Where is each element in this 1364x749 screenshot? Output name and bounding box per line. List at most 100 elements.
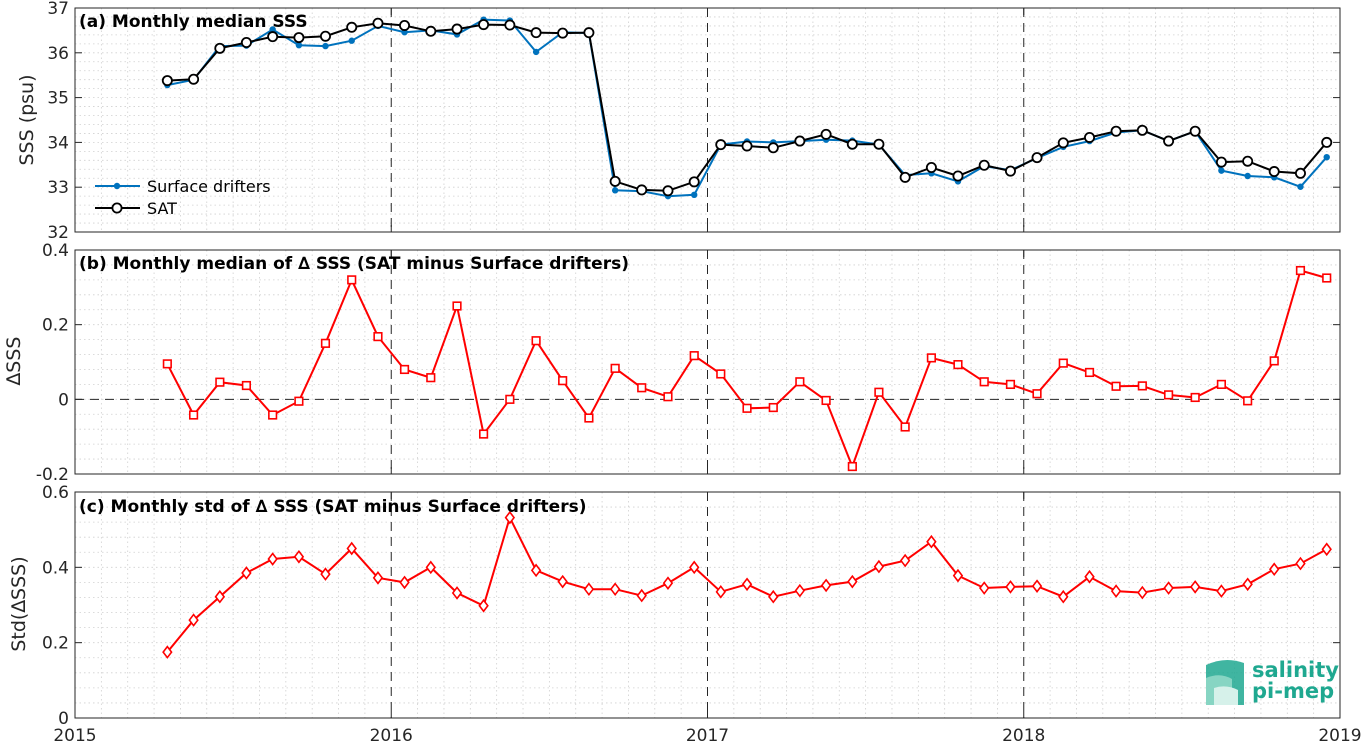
data-point <box>295 41 303 49</box>
logo-line2: pi-mep <box>1252 679 1334 703</box>
data-point <box>1137 381 1147 391</box>
x-tick-label: 2017 <box>686 726 729 745</box>
data-point <box>742 403 752 413</box>
data-point <box>1321 136 1333 148</box>
data-point <box>240 36 252 48</box>
data-point <box>715 139 727 151</box>
data-point <box>1297 183 1304 190</box>
data-point <box>1244 172 1251 180</box>
legend-marker-surface-drifters <box>113 182 121 190</box>
data-point <box>162 359 172 369</box>
data-point <box>689 351 699 361</box>
data-point <box>874 387 884 397</box>
data-point <box>1031 152 1043 164</box>
grid-c <box>75 492 1340 718</box>
data-point <box>1295 556 1306 571</box>
y-tick-label: 33 <box>47 178 69 198</box>
logo-line1: salinity <box>1252 658 1339 682</box>
data-point <box>821 395 831 406</box>
data-point <box>241 566 252 580</box>
data-point <box>504 19 516 31</box>
legend-label-sat: SAT <box>147 199 177 218</box>
data-point <box>1242 155 1254 167</box>
data-point <box>372 571 384 585</box>
data-point <box>1218 167 1225 174</box>
data-point <box>691 191 698 199</box>
series-c-0 <box>162 510 1332 659</box>
data-point <box>504 510 516 525</box>
data-point <box>478 598 489 613</box>
data-point <box>451 23 463 35</box>
panel-c-ylabel: Std(∆SSS) <box>8 556 30 651</box>
data-point <box>399 575 410 590</box>
data-point <box>162 645 173 659</box>
data-point <box>846 138 858 150</box>
panel-a-ylabel: SSS (psu) <box>16 74 38 165</box>
y-tick-label: 37 <box>47 0 69 19</box>
series-a-1 <box>161 17 1333 197</box>
data-point <box>768 402 778 413</box>
data-point <box>768 589 779 604</box>
data-point <box>1032 389 1042 399</box>
data-point <box>716 369 726 379</box>
data-point <box>741 577 753 592</box>
grid-b <box>75 250 1340 474</box>
data-point <box>1268 166 1280 178</box>
data-point <box>346 541 357 556</box>
data-point <box>320 338 331 348</box>
data-point <box>530 563 542 578</box>
data-point <box>399 364 410 375</box>
data-point <box>820 578 832 593</box>
y-tick-label: 0.2 <box>42 316 69 336</box>
data-point <box>1058 589 1069 604</box>
salinity-pi-mep-logo: salinity pi-mep <box>1206 658 1339 705</box>
grid-a <box>75 8 1340 232</box>
panel-a: 32 33 34 35 36 37 <box>47 0 1341 243</box>
data-point <box>188 410 199 420</box>
legend: Surface drifters SAT <box>95 177 271 218</box>
data-point <box>1084 569 1095 584</box>
data-point <box>269 26 276 33</box>
data-point <box>741 140 753 152</box>
data-point <box>1163 390 1174 400</box>
data-point <box>1269 562 1280 577</box>
data-point <box>636 588 647 603</box>
data-point <box>426 373 436 383</box>
data-point <box>609 582 621 596</box>
data-point <box>688 176 700 188</box>
data-point <box>1269 356 1279 366</box>
data-point <box>662 576 674 590</box>
x-tick-label: 2019 <box>1318 726 1361 745</box>
data-point <box>346 21 358 33</box>
data-point <box>847 574 858 589</box>
data-point <box>1110 584 1122 598</box>
data-point <box>161 75 173 87</box>
data-point <box>452 301 462 311</box>
data-point <box>611 187 619 194</box>
data-point <box>320 567 331 581</box>
data-point <box>268 410 278 420</box>
panel-b: -0.2 0 0.2 0.4 <box>36 241 1341 485</box>
data-point <box>926 534 937 549</box>
data-point <box>557 574 568 589</box>
legend-label-surface-drifters: Surface drifters <box>147 177 271 196</box>
data-point <box>478 429 489 439</box>
x-tick-label: 2016 <box>370 726 413 745</box>
y-tick-label: 36 <box>47 44 69 64</box>
data-point <box>952 170 964 182</box>
data-point <box>767 142 779 154</box>
data-point <box>584 413 594 423</box>
panel-b-title: (b) Monthly median of ∆ SSS (SAT minus S… <box>79 254 629 274</box>
data-point <box>1136 124 1148 136</box>
data-point <box>532 48 540 56</box>
data-point <box>399 19 411 31</box>
data-point <box>1004 165 1016 177</box>
panel-a-title: (a) Monthly median SSS <box>79 12 308 32</box>
data-point <box>241 380 252 391</box>
data-point <box>1189 125 1201 137</box>
data-point <box>425 25 437 37</box>
data-point <box>1321 542 1332 557</box>
data-point <box>372 17 384 29</box>
data-point <box>953 360 963 370</box>
